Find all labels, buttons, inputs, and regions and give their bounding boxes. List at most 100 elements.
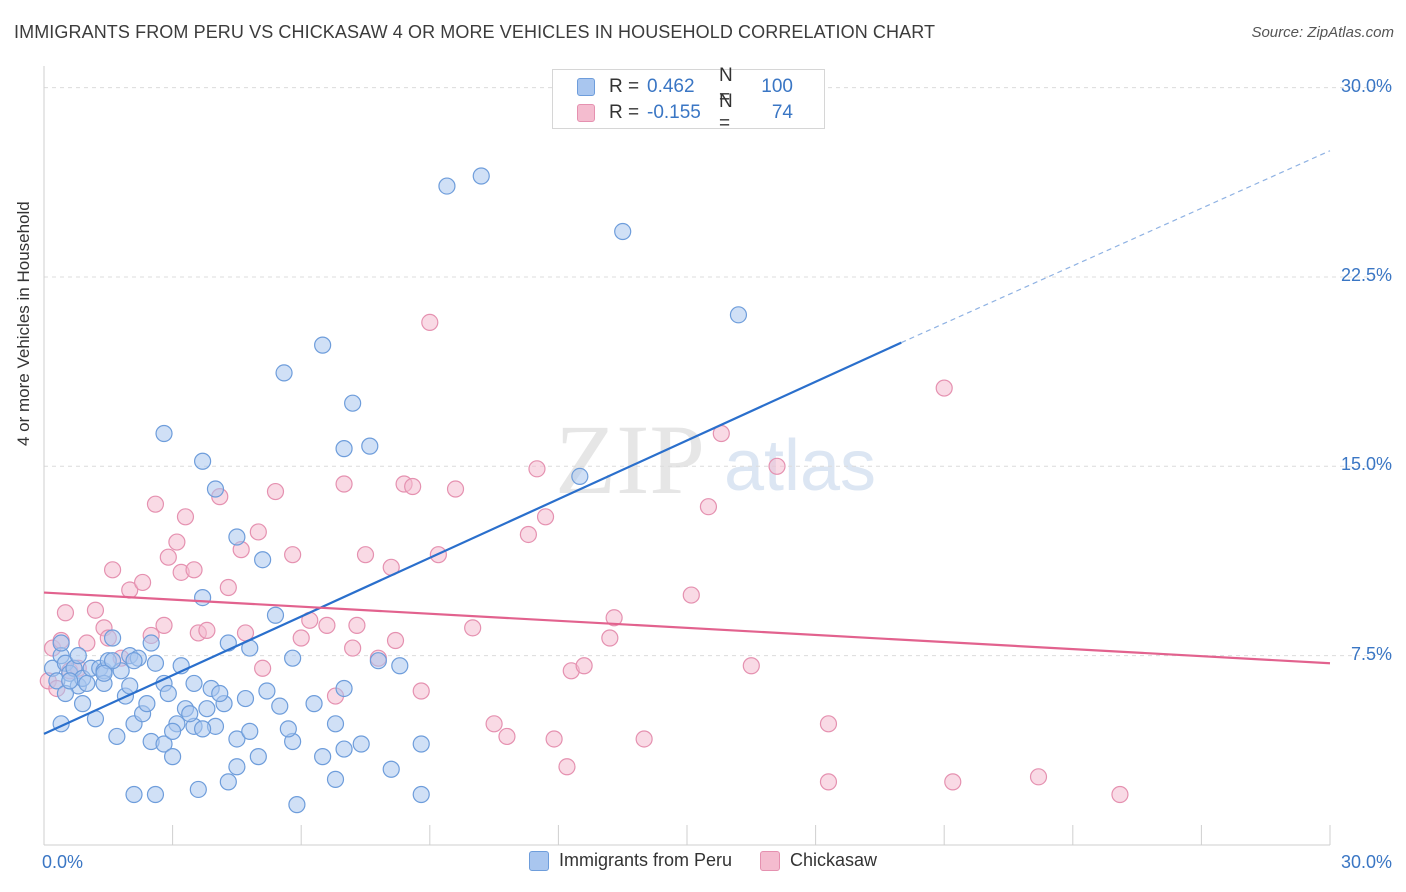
peru-point xyxy=(279,720,297,738)
peru-point xyxy=(181,705,199,723)
gridlines xyxy=(44,87,1390,657)
peru-point xyxy=(78,674,96,693)
peru-point xyxy=(361,437,379,455)
peru-point xyxy=(314,748,332,766)
n-value: 74 xyxy=(771,102,793,123)
chickasaw-trend-line xyxy=(43,591,1331,665)
peru-point xyxy=(382,760,400,778)
peru-point xyxy=(155,735,173,753)
peru-point xyxy=(194,588,212,607)
x-tick-label-max: 30.0% xyxy=(1340,852,1392,872)
peru-point xyxy=(103,652,122,670)
peru-point xyxy=(258,682,276,700)
peru-point xyxy=(73,695,92,713)
peru-point xyxy=(142,634,160,652)
peru-point xyxy=(138,695,156,713)
chickasaw-point xyxy=(318,616,336,634)
peru-point xyxy=(284,649,302,667)
chickasaw-point xyxy=(146,495,165,513)
peru-point xyxy=(412,735,430,753)
legend-row-peru: R = 0.462 N = 100 xyxy=(577,65,793,108)
chickasaw-point xyxy=(485,715,503,733)
chickasaw-point xyxy=(819,773,838,791)
peru-point xyxy=(194,720,212,738)
axes xyxy=(43,66,1331,846)
peru-point xyxy=(103,629,122,647)
chickasaw-point xyxy=(545,730,563,748)
peru-point xyxy=(211,684,229,703)
chickasaw-point xyxy=(464,619,482,637)
peru-point xyxy=(275,364,293,382)
x-tick-label-min: 0.0% xyxy=(42,852,84,872)
chickasaw-point xyxy=(605,609,623,627)
peru-point xyxy=(61,672,79,690)
chickasaw-point xyxy=(944,773,962,791)
chickasaw-point xyxy=(819,715,838,733)
chickasaw-point xyxy=(412,682,430,700)
source-credit: Source: ZipAtlas.com xyxy=(1251,24,1394,41)
correlation-legend: R = 0.462 N = 100 R = -0.155 N = 74 xyxy=(552,65,825,134)
peru-point xyxy=(326,770,345,788)
peru-point xyxy=(571,467,589,486)
peru-legend-swatch xyxy=(528,850,549,871)
chickasaw-point xyxy=(446,480,465,498)
peru-point xyxy=(369,652,387,670)
watermark: ZIP atlas xyxy=(555,404,876,515)
watermark-zip: ZIP xyxy=(555,404,705,515)
chickasaw-point xyxy=(601,629,619,647)
peru-swatch xyxy=(577,78,595,96)
peru-point xyxy=(52,634,70,652)
chickasaw-point xyxy=(198,621,216,640)
chickasaw-point xyxy=(558,758,576,776)
y-axis-title: 4 or more Vehicles in Household xyxy=(14,201,33,446)
peru-point xyxy=(352,735,370,753)
peru-point xyxy=(729,306,748,324)
legend-label-peru: Immigrants from Peru xyxy=(558,850,732,870)
chickasaw-point xyxy=(742,657,760,675)
peru-point xyxy=(159,684,177,703)
peru-point xyxy=(288,796,306,814)
peru-point xyxy=(412,785,430,804)
chickasaw-point xyxy=(86,601,105,619)
peru-point xyxy=(236,689,255,708)
chickasaw-point xyxy=(266,482,285,501)
chickasaw-point xyxy=(421,313,439,332)
chickasaw-point xyxy=(78,634,96,652)
chickasaw-point xyxy=(219,578,237,597)
y-tick-label: 7.5% xyxy=(1350,643,1392,664)
chickasaw-point xyxy=(682,586,700,604)
peru-point xyxy=(164,722,182,740)
r-label: R = xyxy=(609,102,640,123)
chickasaw-point xyxy=(935,379,953,397)
peru-point xyxy=(614,222,632,241)
peru-point xyxy=(185,674,203,693)
chickasaw-point xyxy=(249,523,267,541)
chickasaw-point xyxy=(284,546,302,564)
peru-point xyxy=(305,695,323,713)
peru-point xyxy=(314,336,332,354)
peru-points xyxy=(43,167,748,814)
chickasaw-point xyxy=(155,616,173,634)
peru-point xyxy=(254,551,272,569)
chickasaw-point xyxy=(292,629,310,647)
legend-item-chickasaw[interactable]: Chickasaw xyxy=(760,850,877,871)
chickasaw-point xyxy=(575,657,593,675)
r-label: R = xyxy=(609,76,640,97)
n-label: N = xyxy=(719,91,733,134)
chickasaw-point xyxy=(185,561,203,579)
chickasaw-point xyxy=(536,508,555,526)
peru-trend-line xyxy=(43,341,902,735)
peru-point xyxy=(146,785,165,804)
trend-lines xyxy=(43,150,1331,735)
peru-point xyxy=(266,606,285,624)
legend-item-peru[interactable]: Immigrants from Peru xyxy=(528,850,732,871)
chickasaw-point xyxy=(103,561,122,579)
chickasaw-swatch xyxy=(577,104,595,122)
peru-point xyxy=(146,654,165,672)
peru-point xyxy=(189,780,207,799)
peru-point xyxy=(228,528,246,546)
chickasaw-point xyxy=(1111,785,1129,804)
chickasaw-legend-swatch xyxy=(760,850,780,871)
chickasaw-point xyxy=(498,727,516,746)
